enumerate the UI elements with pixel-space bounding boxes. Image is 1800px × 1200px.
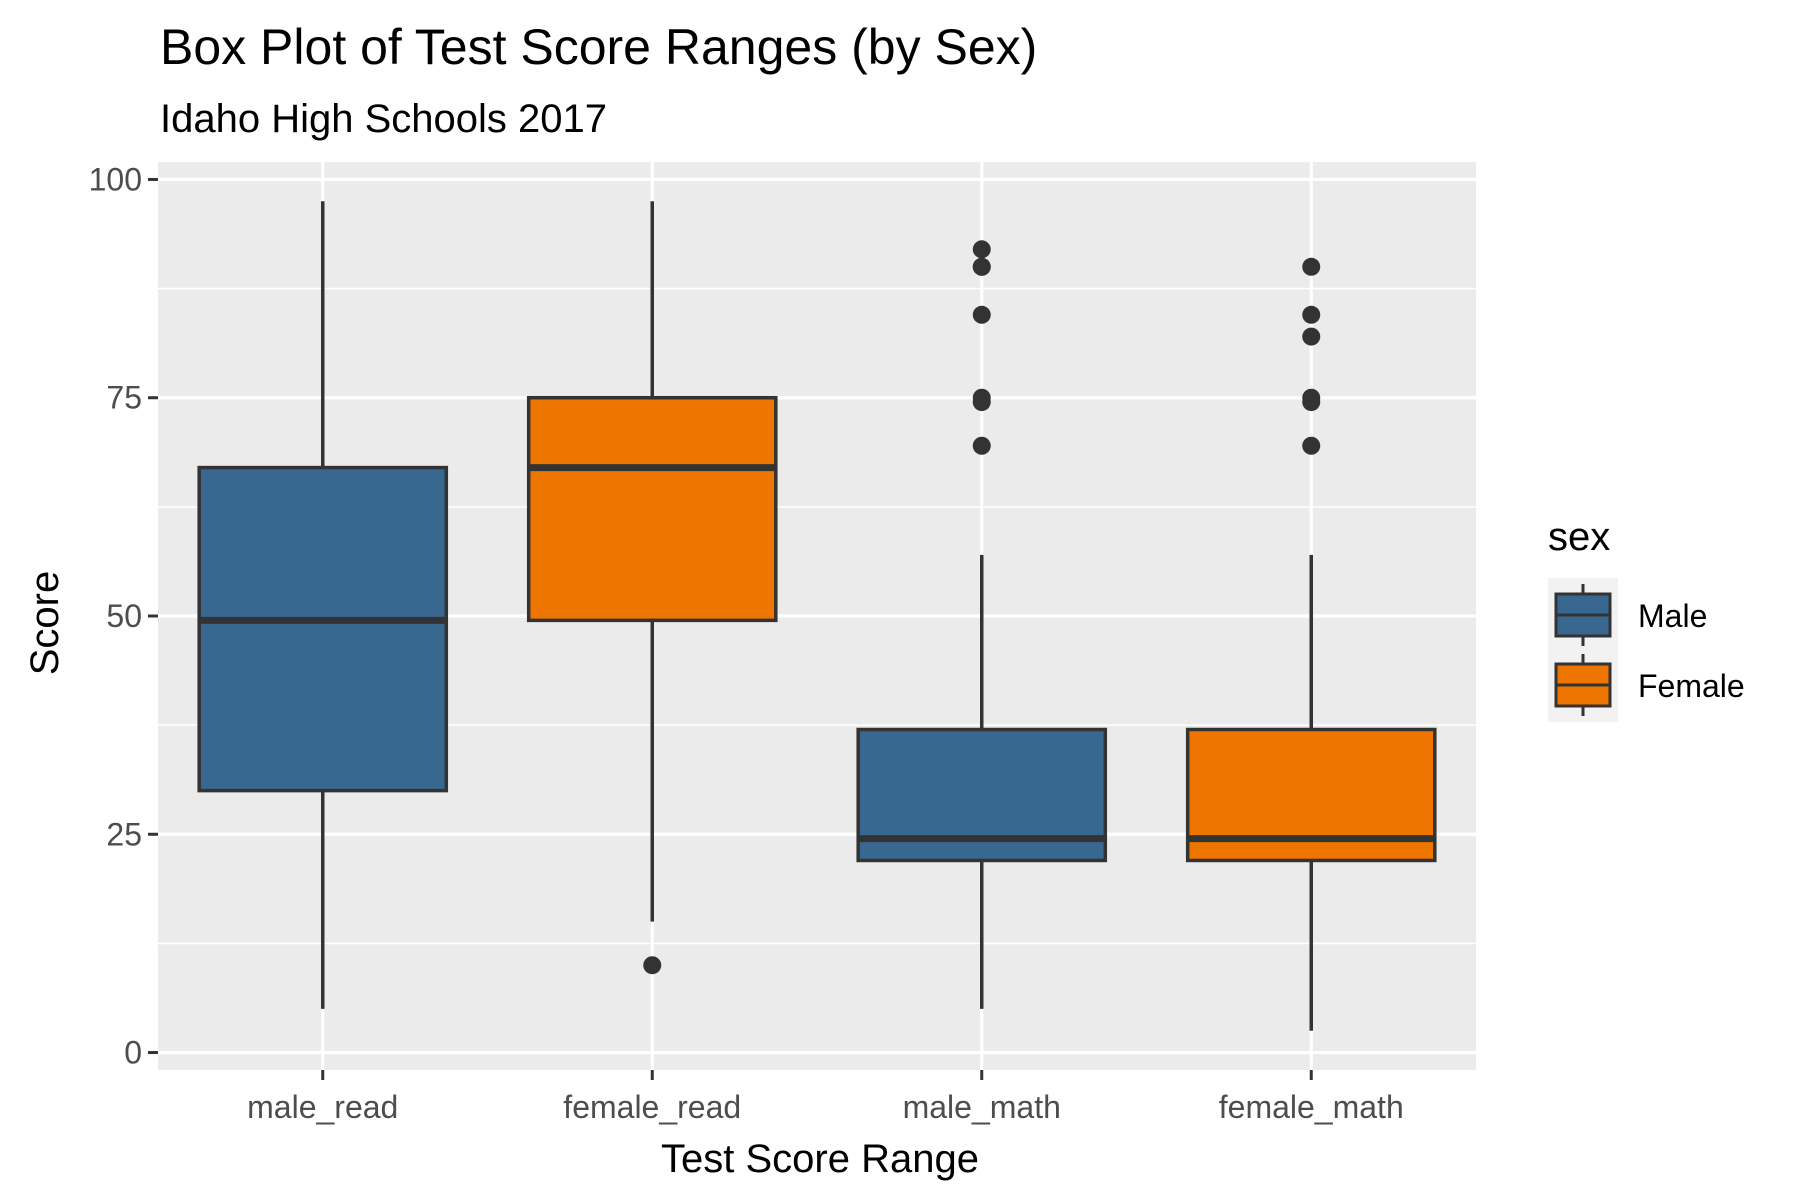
outlier-point: [972, 388, 991, 407]
legend-label-female: Female: [1638, 668, 1745, 704]
x-axis-title: Test Score Range: [661, 1137, 979, 1181]
y-tick-label: 25: [106, 816, 142, 852]
outlier-point: [972, 436, 991, 455]
box-female_math: [1185, 257, 1437, 1031]
outlier-point: [1302, 388, 1321, 407]
y-tick-label: 50: [106, 598, 142, 634]
box-male_math: [856, 240, 1108, 1009]
outlier-point: [972, 240, 991, 259]
x-tick-label: male_read: [247, 1089, 398, 1125]
outlier-point: [972, 305, 991, 324]
legend-title: sex: [1548, 515, 1610, 559]
box-body: [197, 465, 449, 793]
y-tick-label: 75: [106, 380, 142, 416]
plot-area: 0 25 50 75 100 male_read female_read male_math f…: [89, 161, 1476, 1125]
box-body: [526, 395, 778, 623]
y-axis-title: Score: [23, 571, 67, 676]
outlier-point: [972, 257, 991, 276]
outlier-point: [1302, 257, 1321, 276]
x-tick-label: female_read: [563, 1089, 741, 1125]
box-male_read: [197, 201, 449, 1009]
box-female_read: [526, 201, 778, 975]
y-tick-label: 0: [124, 1035, 142, 1071]
outlier-point: [1302, 305, 1321, 324]
legend: sex Male Female: [1548, 515, 1745, 722]
outlier-point: [1302, 327, 1321, 346]
x-tick-label: male_math: [903, 1089, 1061, 1125]
outlier-point: [1302, 436, 1321, 455]
x-tick-label: female_math: [1219, 1089, 1404, 1125]
legend-label-male: Male: [1638, 598, 1707, 634]
outlier-point: [643, 956, 662, 975]
y-tick-label: 100: [89, 161, 142, 197]
chart-subtitle: Idaho High Schools 2017: [160, 97, 607, 141]
chart-title: Box Plot of Test Score Ranges (by Sex): [160, 19, 1037, 75]
